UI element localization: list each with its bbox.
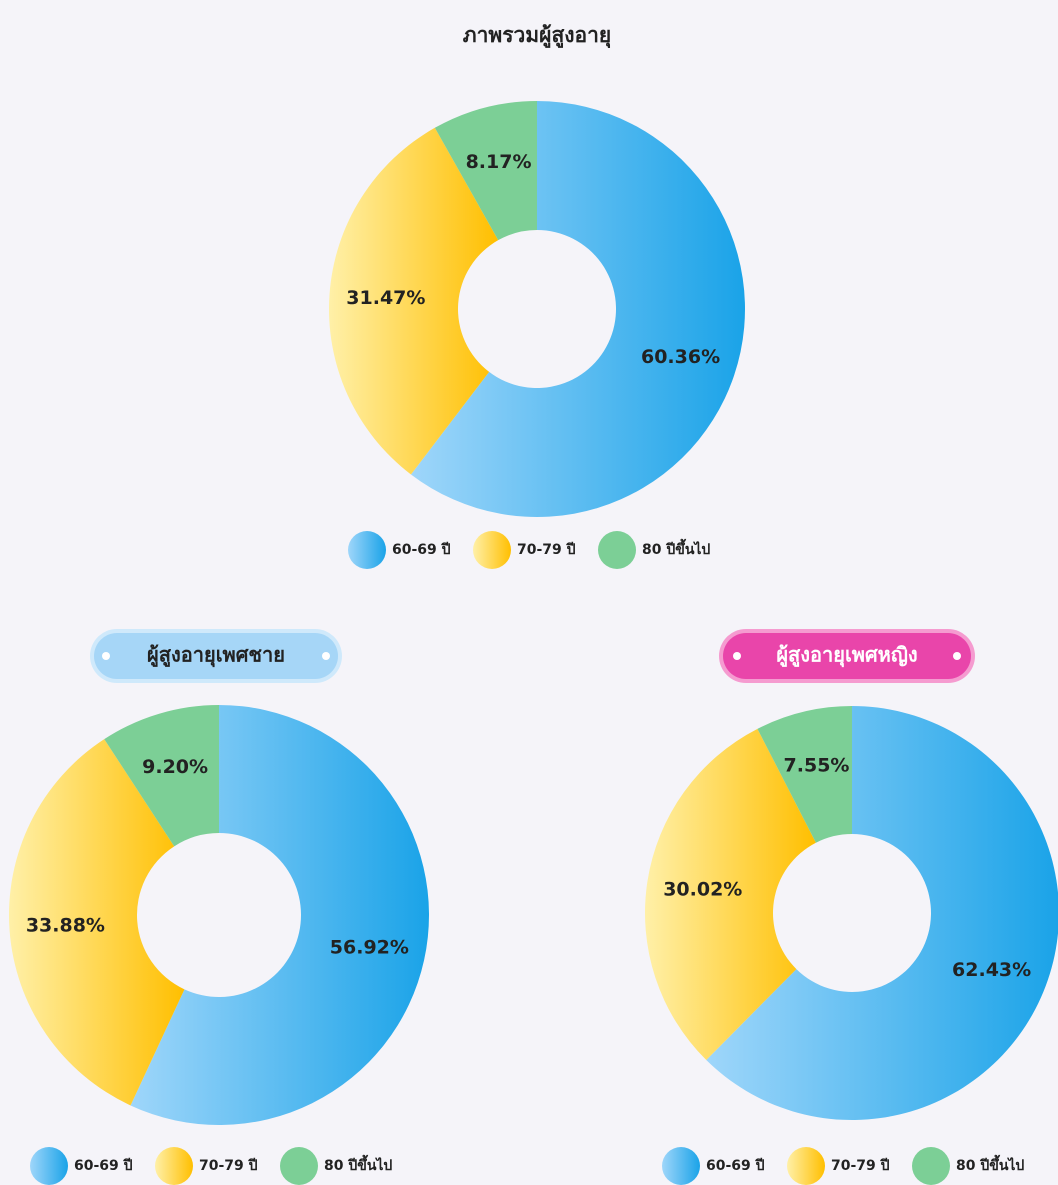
data-label: 56.92% (330, 937, 409, 959)
donut-segment (410, 101, 746, 517)
pill-dot (733, 652, 741, 660)
pill-dot (953, 652, 961, 660)
donut-segment (706, 706, 1058, 1120)
legend-label: 60-69 ปี (706, 1158, 765, 1174)
donut-segment (645, 728, 816, 1061)
pill-dot (102, 652, 110, 660)
donut-segment (9, 739, 185, 1106)
chart-title: ภาพรวมผู้สูงอายุ (463, 23, 611, 49)
data-label: 7.55% (784, 755, 850, 777)
legend-swatch (155, 1147, 193, 1185)
title-pill (94, 633, 338, 679)
legend-label: 60-69 ปี (74, 1158, 133, 1174)
data-label: 9.20% (142, 756, 208, 778)
donut-segment (104, 705, 219, 847)
data-label: 30.02% (663, 878, 742, 900)
legend-swatch (280, 1147, 318, 1185)
title-pill (723, 633, 971, 679)
data-label: 62.43% (952, 959, 1031, 981)
data-label: 60.36% (641, 346, 720, 368)
pill-dot (322, 652, 330, 660)
legend-swatch (348, 531, 386, 569)
data-label: 31.47% (346, 287, 425, 309)
legend-swatch (30, 1147, 68, 1185)
donut-segment (130, 705, 430, 1125)
legend-swatch (473, 531, 511, 569)
legend-label: 80 ปีขึ้นไป (324, 1154, 392, 1174)
legend-label: 80 ปีขึ้นไป (956, 1154, 1024, 1174)
chart-title: ผู้สูงอายุเพศหญิง (776, 643, 917, 669)
donut-segment (757, 706, 852, 843)
data-label: 33.88% (26, 915, 105, 937)
legend-label: 70-79 ปี (517, 542, 576, 558)
legend-swatch (598, 531, 636, 569)
donut-segment (434, 101, 537, 241)
legend-label: 70-79 ปี (831, 1158, 890, 1174)
legend-label: 80 ปีขึ้นไป (642, 538, 710, 558)
legend-swatch (662, 1147, 700, 1185)
donut-segment (328, 127, 499, 475)
chart-title: ผู้สูงอายุเพศชาย (147, 643, 285, 669)
data-label: 8.17% (466, 151, 532, 173)
legend-swatch (787, 1147, 825, 1185)
legend-swatch (912, 1147, 950, 1185)
legend-label: 70-79 ปี (199, 1158, 258, 1174)
legend-label: 60-69 ปี (392, 542, 451, 558)
